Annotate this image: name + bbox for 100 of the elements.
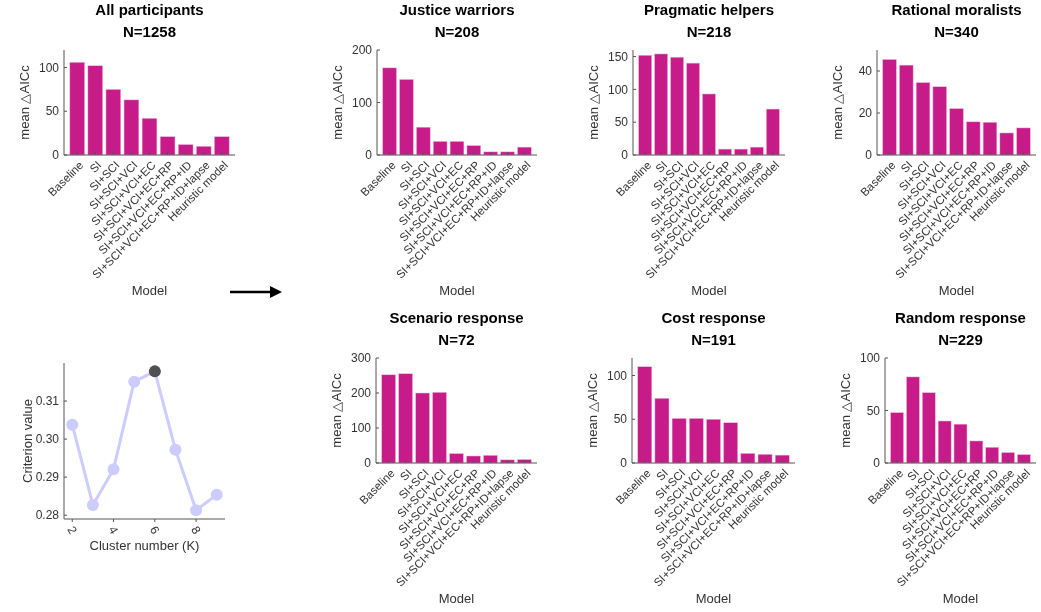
y-tick-label: 0.29 [35,470,60,485]
bar [177,144,194,156]
y-axis-title: mean △AICc [585,372,600,448]
bar [196,146,212,156]
x-axis-title: Model [938,283,975,298]
x-tick-label: 6 [146,523,163,537]
bar [415,392,430,464]
point [210,488,223,501]
chart-title: Justice warriors [399,1,515,18]
y-axis-title: Criterion value [20,399,35,483]
y-tick-label: 100 [38,60,60,75]
y-tick-label: 0 [620,456,628,471]
y-tick-label: 0 [364,456,372,471]
chart-subtitle: N=218 [686,23,732,40]
y-tick-label: 50 [45,104,60,119]
bar [1001,452,1015,464]
bar [69,62,85,156]
y-axis-title: mean △AICc [17,64,32,140]
bar [899,64,914,156]
bar [686,62,700,156]
bar [718,148,732,156]
chart-subtitle: N=1258 [123,23,176,40]
chart-subtitle: N=340 [934,23,979,40]
y-tick-label: 300 [350,351,372,366]
x-axis-title: Model [438,591,475,606]
point [66,418,79,431]
bar [999,132,1014,156]
y-tick-label: 50 [866,403,881,418]
point [128,375,141,388]
y-tick-label: 100 [606,368,628,383]
bar [638,55,652,156]
bar [381,374,396,464]
chart-title: Pragmatic helpers [643,1,775,18]
bar [449,453,464,464]
x-tick-label: 8 [188,523,204,537]
y-axis-title: mean △AICc [838,372,853,448]
y-tick-label: 0 [621,148,629,163]
x-axis-title: Model [695,591,732,606]
chart-subtitle: N=72 [438,331,475,348]
y-tick-label: 100 [351,95,373,110]
bar [670,56,684,156]
y-axis-title: mean △AICc [330,64,345,140]
y-tick-label: 100 [859,351,881,366]
y-tick-label: 200 [350,386,372,401]
bar [637,366,653,464]
bar [105,89,122,156]
bar [723,422,738,464]
point [169,443,182,456]
bar [890,412,904,464]
x-axis-title: Model [942,591,979,606]
bar [750,146,764,156]
bar [416,126,431,156]
bar [87,65,103,156]
point [107,463,120,476]
bar [766,108,780,156]
bar [382,67,397,156]
bar [654,53,668,156]
y-tick-label: 0.30 [35,432,60,447]
bar [214,136,230,156]
bar [1017,454,1031,464]
y-axis-title: mean △AICc [329,372,344,448]
chart-title: Cost response [661,309,766,326]
bar [141,118,158,156]
y-tick-label: 20 [858,106,873,121]
bar [689,418,704,464]
chart-title: All participants [95,1,204,18]
bar [123,99,140,156]
bar [398,373,413,464]
y-tick-label: 50 [613,412,628,427]
x-tick-label: 4 [105,523,122,537]
x-tick-label: 2 [64,523,80,537]
chart-title: Scenario response [389,309,524,326]
point [86,498,99,511]
chart-subtitle: N=191 [691,331,736,348]
x-axis-title: Model [439,283,475,298]
bar [906,376,920,464]
bar [706,419,721,464]
bar [702,93,716,156]
y-tick-label: 0 [873,456,881,471]
bar [882,59,897,156]
chart-title: Random response [895,309,1026,326]
y-tick-label: 100 [350,421,372,436]
y-tick-label: 0 [365,148,373,163]
point [190,504,203,517]
y-tick-label: 0 [865,148,873,163]
bar [949,108,964,156]
y-tick-label: 40 [858,64,873,79]
bar [734,148,748,156]
chart-title: Rational moralists [891,1,1022,18]
x-axis-title: Model [691,283,727,298]
y-tick-label: 100 [607,82,629,97]
y-tick-label: 0.31 [35,394,60,409]
bar [432,392,447,464]
bar [466,455,481,464]
y-tick-label: 50 [614,115,629,130]
y-tick-label: 150 [607,49,629,64]
y-tick-label: 200 [351,43,373,58]
y-tick-label: 0.28 [35,508,60,523]
y-axis-title: mean △AICc [586,64,601,140]
x-axis-title: Model [131,283,168,298]
